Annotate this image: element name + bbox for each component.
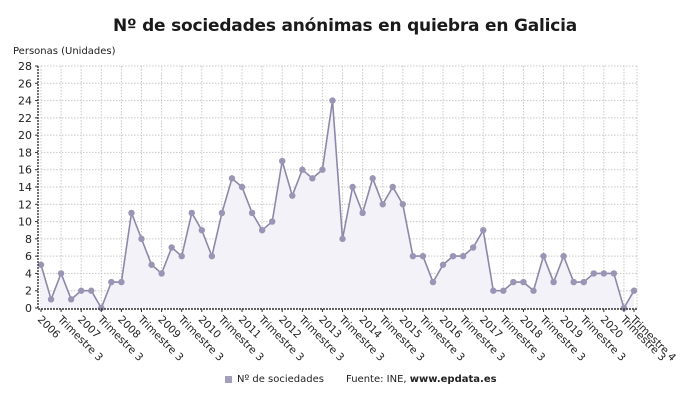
data-point[interactable] bbox=[339, 235, 346, 243]
data-point[interactable] bbox=[128, 209, 135, 217]
data-point[interactable] bbox=[369, 175, 376, 182]
svg-text:4: 4 bbox=[25, 267, 32, 280]
data-point[interactable] bbox=[279, 157, 286, 165]
data-point[interactable] bbox=[178, 252, 185, 260]
data-point[interactable] bbox=[480, 227, 487, 234]
data-point[interactable] bbox=[299, 166, 306, 173]
data-point[interactable] bbox=[158, 270, 165, 277]
data-point[interactable] bbox=[610, 270, 618, 277]
svg-text:2: 2 bbox=[25, 285, 32, 298]
data-point[interactable] bbox=[590, 270, 597, 277]
data-point[interactable] bbox=[459, 252, 467, 260]
data-point[interactable] bbox=[490, 287, 497, 294]
data-point[interactable] bbox=[560, 252, 567, 260]
data-point[interactable] bbox=[600, 270, 608, 277]
svg-text:14: 14 bbox=[18, 181, 32, 194]
data-point[interactable] bbox=[208, 252, 216, 260]
data-point[interactable] bbox=[530, 287, 537, 294]
data-point[interactable] bbox=[540, 252, 547, 260]
data-point[interactable] bbox=[329, 97, 336, 104]
source-link[interactable]: www.epdata.es bbox=[409, 374, 497, 385]
data-point[interactable] bbox=[78, 287, 85, 294]
data-point[interactable] bbox=[580, 278, 587, 286]
data-point[interactable] bbox=[630, 287, 638, 294]
area-fill bbox=[41, 100, 634, 308]
data-point[interactable] bbox=[268, 218, 276, 225]
svg-text:6: 6 bbox=[25, 250, 32, 263]
data-point[interactable] bbox=[248, 209, 256, 217]
svg-text:22: 22 bbox=[18, 112, 32, 125]
data-point[interactable] bbox=[520, 278, 527, 286]
data-point[interactable] bbox=[550, 278, 557, 286]
data-point[interactable] bbox=[399, 201, 407, 208]
data-point[interactable] bbox=[198, 227, 206, 234]
svg-text:28: 28 bbox=[18, 60, 32, 73]
data-point[interactable] bbox=[510, 278, 517, 286]
data-point[interactable] bbox=[500, 287, 507, 294]
data-point[interactable] bbox=[419, 252, 427, 260]
data-point[interactable] bbox=[138, 235, 145, 243]
svg-text:24: 24 bbox=[18, 95, 32, 108]
data-point[interactable] bbox=[359, 209, 366, 217]
chart-title: Nº de sociedades anónimas en quiebra en … bbox=[112, 16, 578, 36]
data-point[interactable] bbox=[88, 287, 95, 294]
data-point[interactable] bbox=[168, 244, 175, 251]
data-point[interactable] bbox=[118, 278, 125, 286]
data-point[interactable] bbox=[319, 166, 326, 173]
data-point[interactable] bbox=[238, 183, 246, 191]
data-point[interactable] bbox=[228, 175, 236, 182]
svg-text:18: 18 bbox=[18, 146, 32, 159]
data-point[interactable] bbox=[47, 296, 55, 303]
data-point[interactable] bbox=[258, 227, 266, 234]
svg-text:12: 12 bbox=[18, 198, 32, 211]
data-point[interactable] bbox=[108, 278, 115, 286]
data-point[interactable] bbox=[379, 201, 386, 208]
data-line bbox=[40, 100, 635, 311]
data-point[interactable] bbox=[57, 270, 65, 277]
data-point[interactable] bbox=[148, 261, 155, 268]
data-point[interactable] bbox=[349, 183, 356, 191]
data-point[interactable] bbox=[409, 252, 417, 260]
data-markers bbox=[37, 97, 638, 312]
svg-text:8: 8 bbox=[25, 233, 32, 246]
legend: Nº de sociedades Fuente: INE, www.epdata… bbox=[225, 374, 497, 385]
svg-text:20: 20 bbox=[18, 129, 32, 142]
data-point[interactable] bbox=[218, 209, 226, 217]
data-point[interactable] bbox=[570, 278, 577, 286]
data-point[interactable] bbox=[37, 261, 45, 268]
legend-label: Nº de sociedades bbox=[237, 374, 324, 385]
data-point[interactable] bbox=[188, 209, 195, 217]
svg-text:26: 26 bbox=[18, 77, 32, 90]
source-prefix: Fuente: INE, bbox=[346, 374, 410, 385]
legend-swatch bbox=[225, 376, 232, 383]
svg-text:0: 0 bbox=[25, 302, 32, 315]
data-point[interactable] bbox=[439, 261, 447, 268]
data-point[interactable] bbox=[309, 175, 316, 182]
data-point[interactable] bbox=[449, 252, 457, 260]
data-point[interactable] bbox=[429, 278, 437, 286]
data-point[interactable] bbox=[289, 192, 296, 199]
source-text: Fuente: INE, www.epdata.es bbox=[346, 374, 497, 385]
svg-text:10: 10 bbox=[18, 216, 32, 229]
data-point[interactable] bbox=[389, 183, 396, 191]
data-point[interactable] bbox=[469, 244, 477, 251]
data-point[interactable] bbox=[67, 296, 75, 303]
data-point[interactable] bbox=[620, 304, 628, 312]
svg-text:16: 16 bbox=[18, 164, 32, 177]
y-axis-title: Personas (Unidades) bbox=[13, 46, 116, 57]
